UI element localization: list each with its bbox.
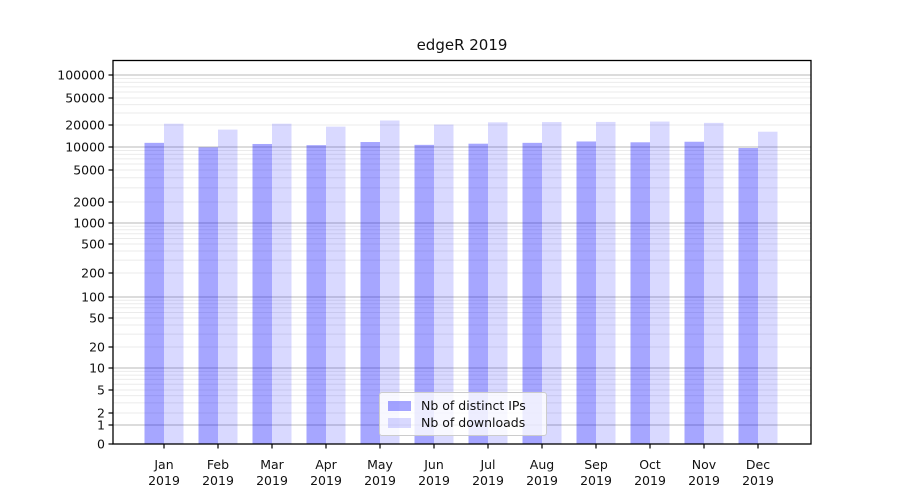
y-tick-label: 200 [81,265,105,280]
x-tick-label-month: Sep [584,457,608,472]
x-tick-label-year: 2019 [526,473,558,488]
y-tick-label: 20 [89,339,105,354]
bar-downloads-sep [596,121,616,444]
x-tick-label-year: 2019 [148,473,180,488]
plot-border [112,59,812,445]
bar-distinct-ips-jun [414,144,434,444]
bar-distinct-ips-feb [198,147,218,444]
x-tick-label-year: 2019 [634,473,666,488]
x-tick-label-month: Mar [260,457,284,472]
bar-downloads-dec [758,131,778,444]
bar-downloads-nov [704,122,724,444]
y-tick-label: 2 [97,405,105,420]
y-tick-label: 0 [97,436,105,451]
bar-distinct-ips-jan [144,142,164,445]
x-tick-label-year: 2019 [418,473,450,488]
bar-distinct-ips-may [360,142,380,444]
x-tick-label-year: 2019 [256,473,288,488]
bar-downloads-apr [326,126,346,444]
bar-distinct-ips-mar [252,143,272,445]
x-tick-label-month: Feb [207,457,229,472]
bar-downloads-feb [218,129,238,444]
bar-downloads-jul [488,122,508,444]
x-tick-label-year: 2019 [364,473,396,488]
bar-distinct-ips-sep [576,141,596,444]
x-tick-label-month: May [367,457,393,472]
x-tick-label-month: Aug [530,457,554,472]
bar-distinct-ips-oct [630,142,650,445]
bar-downloads-oct [650,121,670,444]
bar-distinct-ips-aug [522,142,542,445]
legend-swatch-distinct-ips [388,400,411,411]
x-tick-label-month: Jun [423,457,444,472]
bar-distinct-ips-jul [468,143,488,444]
x-tick-label-year: 2019 [310,473,342,488]
bar-distinct-ips-dec [738,148,758,445]
x-tick-label-year: 2019 [472,473,504,488]
y-tick-label: 1 [97,417,105,432]
y-tick-label: 1000 [73,215,105,230]
legend-label-downloads: Nb of downloads [421,415,526,430]
legend-swatch-downloads [388,417,411,428]
bar-downloads-jun [434,124,454,444]
legend-item-downloads: Nb of downloads [388,415,538,430]
x-tick-label-month: Jul [479,457,495,472]
y-tick-label: 5 [97,382,105,397]
y-tick-label: 10 [89,360,105,375]
y-tick-label: 100000 [57,67,105,82]
bar-downloads-may [380,120,400,445]
x-tick-label-month: Jan [153,457,173,472]
x-tick-label-year: 2019 [688,473,720,488]
legend-item-distinct-ips: Nb of distinct IPs [388,398,538,413]
x-tick-label-year: 2019 [742,473,774,488]
legend-label-distinct-ips: Nb of distinct IPs [421,398,526,413]
y-tick-label: 20000 [65,117,105,132]
x-tick-label-month: Oct [639,457,661,472]
y-tick-label: 50 [89,310,105,325]
x-tick-label-year: 2019 [580,473,612,488]
y-tick-label: 5000 [73,162,105,177]
x-tick-label-month: Nov [692,457,717,472]
bar-distinct-ips-apr [306,145,326,445]
bar-downloads-mar [272,123,292,444]
bar-downloads-aug [542,122,562,444]
x-tick-label-month: Apr [315,457,337,472]
y-tick-label: 50000 [65,90,105,105]
bar-downloads-jan [164,123,184,444]
y-tick-label: 2000 [73,194,105,209]
y-tick-label: 10000 [65,139,105,154]
bar-distinct-ips-nov [684,141,704,444]
y-tick-label: 500 [81,236,105,251]
x-tick-label-month: Dec [746,457,770,472]
y-tick-label: 100 [81,289,105,304]
chart-title: edgeR 2019 [416,36,508,54]
legend: Nb of distinct IPs Nb of downloads [379,392,547,436]
x-tick-label-year: 2019 [202,473,234,488]
